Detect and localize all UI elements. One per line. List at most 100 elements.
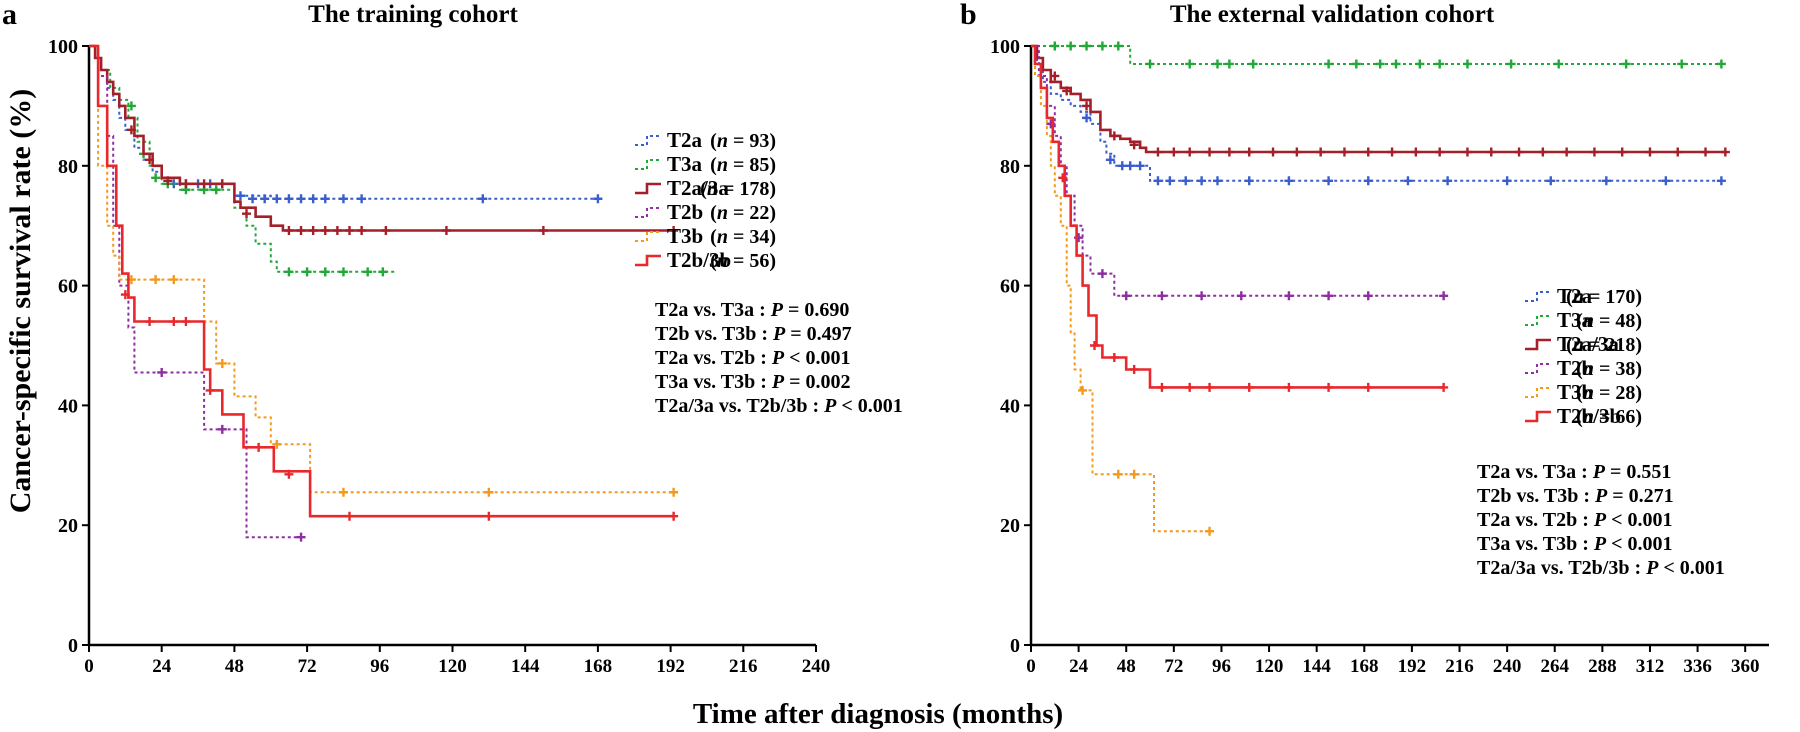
censor-mark xyxy=(1435,147,1445,157)
censor-mark xyxy=(1078,385,1088,395)
legend-swatch xyxy=(635,159,661,170)
p-value-line: T2a vs. T2b : P < 0.001 xyxy=(1477,509,1673,531)
y-tick-label: 0 xyxy=(68,635,78,657)
y-tick-label: 20 xyxy=(1000,515,1020,537)
censor-mark xyxy=(211,185,221,195)
series-t3a xyxy=(1031,41,1726,69)
legend-count: (n = 218) xyxy=(1566,334,1642,356)
x-tick-label: 240 xyxy=(1493,656,1522,677)
censor-mark xyxy=(205,385,215,395)
p-value-line: T2b vs. T3b : P = 0.497 xyxy=(655,323,852,345)
censor-mark xyxy=(308,225,318,235)
legend-item: T2a/3a(n = 218) xyxy=(1525,332,1642,356)
censor-mark xyxy=(126,101,136,111)
survival-curve xyxy=(1031,44,1444,389)
censor-mark xyxy=(181,179,191,189)
censor-mark xyxy=(478,194,488,204)
censor-mark xyxy=(357,194,367,204)
censor-mark xyxy=(145,155,155,165)
panel-a-training-cohort: a The training cohort 0 24 48 72 96 120 144 168… xyxy=(2,0,903,677)
x-tick-label: 264 xyxy=(1540,656,1569,677)
x-tick-label: 120 xyxy=(438,656,467,677)
censor-mark xyxy=(1439,291,1449,301)
censor-mark xyxy=(1058,173,1068,183)
censor-mark xyxy=(1284,291,1294,301)
series-t2a xyxy=(1031,45,1726,186)
legend-item: T2a (n = 93) xyxy=(635,128,776,152)
censor-mark xyxy=(308,194,318,204)
legend-count: (n = 85) xyxy=(710,154,776,176)
censor-mark xyxy=(1153,176,1163,186)
censor-mark xyxy=(1212,59,1222,69)
censor-mark xyxy=(1248,59,1258,69)
panel-a-title: The training cohort xyxy=(308,1,518,28)
y-tick-label: 100 xyxy=(48,36,78,58)
legend-label: T2a xyxy=(667,128,703,152)
censor-mark xyxy=(1324,382,1334,392)
censor-mark xyxy=(1403,176,1413,186)
censor-mark xyxy=(338,487,348,497)
x-tick-label: 288 xyxy=(1588,656,1617,677)
legend-count: (n = 22) xyxy=(710,202,776,224)
legend-swatch xyxy=(635,207,661,218)
censor-mark xyxy=(669,487,679,497)
y-tick-label: 80 xyxy=(58,156,78,178)
censor-mark xyxy=(1244,176,1254,186)
censor-mark xyxy=(1720,147,1730,157)
censor-mark xyxy=(1145,59,1155,69)
censor-mark xyxy=(332,225,342,235)
censor-mark xyxy=(126,125,136,135)
censor-mark xyxy=(1363,382,1373,392)
censor-mark xyxy=(1129,364,1139,374)
y-tick-label: 100 xyxy=(990,36,1020,58)
censor-mark xyxy=(1205,147,1215,157)
censor-mark xyxy=(1153,147,1163,157)
legend-label: T2a/3a xyxy=(1557,332,1619,356)
censor-mark xyxy=(1050,41,1060,51)
censor-mark xyxy=(1135,161,1145,171)
censor-mark xyxy=(242,209,252,219)
y-tick-label: 40 xyxy=(58,395,78,417)
censor-mark xyxy=(338,267,348,277)
y-tick-label: 0 xyxy=(1010,635,1020,657)
censor-mark xyxy=(1244,147,1254,157)
censor-mark xyxy=(1181,176,1191,186)
panel-b-title: The external validation cohort xyxy=(1170,1,1495,28)
censor-mark xyxy=(538,225,548,235)
censor-mark xyxy=(320,267,330,277)
y-tick-label: 60 xyxy=(1000,276,1020,298)
censor-mark xyxy=(272,439,282,449)
x-tick-label: 168 xyxy=(1350,656,1379,677)
survival-curve xyxy=(1031,45,1722,182)
y-tick-label: 60 xyxy=(58,276,78,298)
x-tick-label: 24 xyxy=(152,656,172,677)
legend-label: T2b xyxy=(667,200,703,224)
x-tick-label: 48 xyxy=(1117,656,1136,677)
series-t3b xyxy=(1031,45,1215,536)
x-tick-label: 0 xyxy=(1026,656,1036,677)
legend-count: (n = 28) xyxy=(1576,382,1642,404)
x-tick-label: 192 xyxy=(656,656,685,677)
legend: T2a (n = 93)T3a (n = 85)T2a/3a(n = 178)T2b… xyxy=(635,128,776,272)
censor-mark xyxy=(151,275,161,285)
censor-mark xyxy=(169,275,179,285)
legend-count: (n = 178) xyxy=(700,178,776,200)
legend-swatch xyxy=(1525,410,1551,423)
legend-item: T2b/3b(n = 66) xyxy=(1525,404,1642,428)
x-tick-label: 144 xyxy=(1302,656,1331,677)
legend-item: T3b (n = 34) xyxy=(635,224,776,248)
series-t2a-3a xyxy=(1031,44,1730,157)
legend-item: T2b/3b(n = 56) xyxy=(635,248,776,272)
censor-mark xyxy=(248,194,258,204)
censor-mark xyxy=(1324,176,1334,186)
censor-mark xyxy=(1157,382,1167,392)
censor-mark xyxy=(284,225,294,235)
y-tick-label: 20 xyxy=(58,515,78,537)
censor-mark xyxy=(1716,59,1726,69)
censor-mark xyxy=(363,267,373,277)
legend-item: T3a(n = 48) xyxy=(1525,308,1642,332)
series-t2b xyxy=(1031,45,1449,301)
legend-item: T2b (n = 22) xyxy=(635,200,776,224)
legend-item: T2a/3a(n = 178) xyxy=(635,176,776,200)
